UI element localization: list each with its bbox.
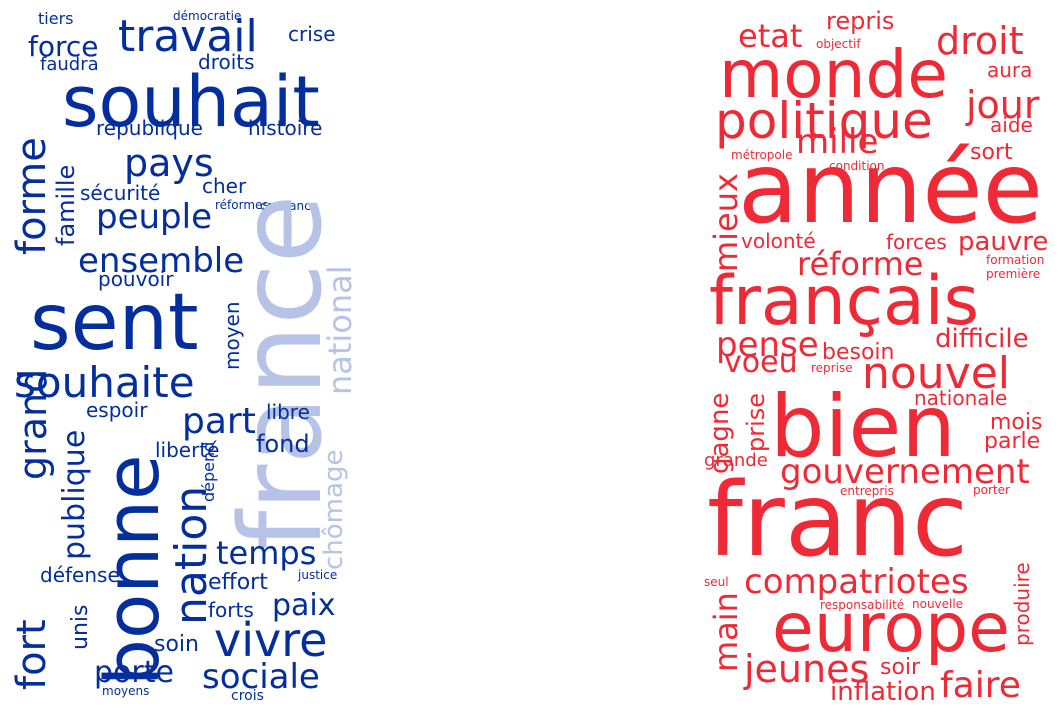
word-porter: porter [973, 483, 1010, 497]
word-faudra: faudra [40, 54, 99, 75]
word-vivre: vivre [214, 613, 328, 667]
word-pauvre: pauvre [958, 227, 1049, 257]
word-faire: faire [940, 665, 1021, 706]
word-difficile: difficile [935, 324, 1029, 354]
word-travail: travail [118, 11, 258, 62]
word-histoire: histoire [248, 116, 323, 140]
word-compatriotes: compatriotes [744, 562, 969, 602]
word-democratie: démocratie [173, 9, 242, 23]
word-crise: crise [288, 22, 336, 46]
word-voeu: voeu [724, 345, 798, 380]
word-famille: famille [52, 164, 80, 246]
word-souhaite: souhaite [14, 358, 195, 407]
word-franc: franc [707, 461, 969, 580]
word-parle: parle [984, 429, 1041, 454]
word-soin: soin [154, 632, 199, 657]
word-besoin: besoin [822, 340, 895, 365]
word-monde: monde [719, 36, 949, 113]
word-mois: mois [990, 410, 1043, 435]
word-francais: français [709, 262, 980, 341]
word-pense: pense [716, 325, 819, 365]
word-reformes: réformes [215, 198, 269, 212]
word-liberte: liberté [155, 438, 220, 462]
word-mieux: mieux [707, 173, 745, 272]
word-unis: unis [68, 604, 93, 650]
word-forces: forces [886, 230, 947, 254]
word-fort: fort [9, 619, 55, 690]
word-grand: grand [11, 368, 55, 480]
word-defense: défense [40, 563, 120, 587]
word-volonte: volonté [741, 229, 816, 253]
word-annee: année [738, 132, 1043, 246]
word-cloud-red: repris etat objectif droit monde aura politiqu… [700, 0, 1060, 713]
word-tiers: tiers [38, 9, 74, 28]
word-national: national [321, 265, 359, 395]
word-pays: pays [124, 141, 214, 185]
word-securite: sécurité [80, 181, 161, 205]
word-aide: aide [990, 113, 1033, 137]
word-produire: produire [1010, 562, 1034, 646]
word-responsabilite: responsabilité [820, 598, 905, 612]
word-part: part [182, 401, 256, 442]
word-prise: prise [742, 392, 770, 452]
word-libre: libre [266, 400, 310, 424]
word-main: main [707, 592, 745, 672]
word-espoir: espoir [86, 398, 148, 422]
word-nationale: nationale [914, 386, 1008, 410]
word-droit: droit [936, 19, 1024, 63]
word-republique: république [96, 116, 203, 140]
word-soir: soir [880, 655, 921, 680]
word-seul: seul [704, 575, 729, 589]
word-bien: bien [770, 377, 956, 477]
word-repris: repris [826, 7, 895, 35]
word-metropole: métropole [731, 148, 793, 162]
word-objectif: objectif [816, 37, 861, 51]
word-sort: sort [970, 140, 1013, 165]
word-nouvelle: nouvelle [912, 597, 964, 611]
word-gouvernement: gouvernement [780, 452, 1030, 492]
word-sent: sent [30, 278, 199, 368]
word-sociale: sociale [202, 657, 320, 697]
word-souhait: souhait [62, 61, 320, 143]
word-premiere: première [986, 267, 1041, 281]
word-pouvoir: pouvoir [98, 267, 174, 291]
word-cloud-blue: tiers démocratie travail crise force faudra dr… [0, 0, 360, 713]
word-moyen: moyen [220, 301, 244, 370]
word-ensemble: ensemble [78, 241, 245, 281]
word-peuple: peuple [96, 197, 212, 237]
word-droits: droits [198, 50, 255, 74]
word-aura: aura [987, 58, 1033, 82]
word-reforme: réforme [797, 245, 924, 283]
word-force: force [28, 30, 99, 63]
word-crois: crois [231, 688, 264, 704]
word-condition: condition [829, 159, 885, 173]
word-justice: justice [298, 568, 338, 582]
word-temps: temps [216, 534, 317, 572]
word-moyens: moyens [102, 684, 150, 698]
word-porte: porte [94, 655, 174, 690]
word-chomage: chômage [319, 449, 349, 570]
word-confiance: confiance [260, 199, 319, 213]
word-jeunes: jeunes [744, 647, 870, 691]
word-entrepris: entrepris [840, 484, 894, 498]
word-effort: effort [208, 570, 268, 595]
word-fond: fond [256, 430, 310, 458]
word-forts: forts [208, 598, 254, 622]
word-grande: grande [704, 450, 768, 471]
word-inflation: inflation [830, 677, 936, 707]
word-formation: formation [986, 253, 1045, 267]
word-etat: etat [738, 17, 803, 55]
word-cher: cher [202, 174, 247, 198]
word-paix: paix [272, 588, 336, 623]
word-nouvel: nouvel [862, 348, 1011, 399]
word-forme: forme [9, 137, 55, 255]
word-reprise: reprise [811, 361, 853, 375]
word-publique: publique [57, 429, 92, 560]
word-mille: mille [796, 122, 879, 162]
word-europe: europe [772, 589, 1010, 668]
word-jour: jour [966, 83, 1040, 127]
word-politique: politique [715, 92, 933, 150]
